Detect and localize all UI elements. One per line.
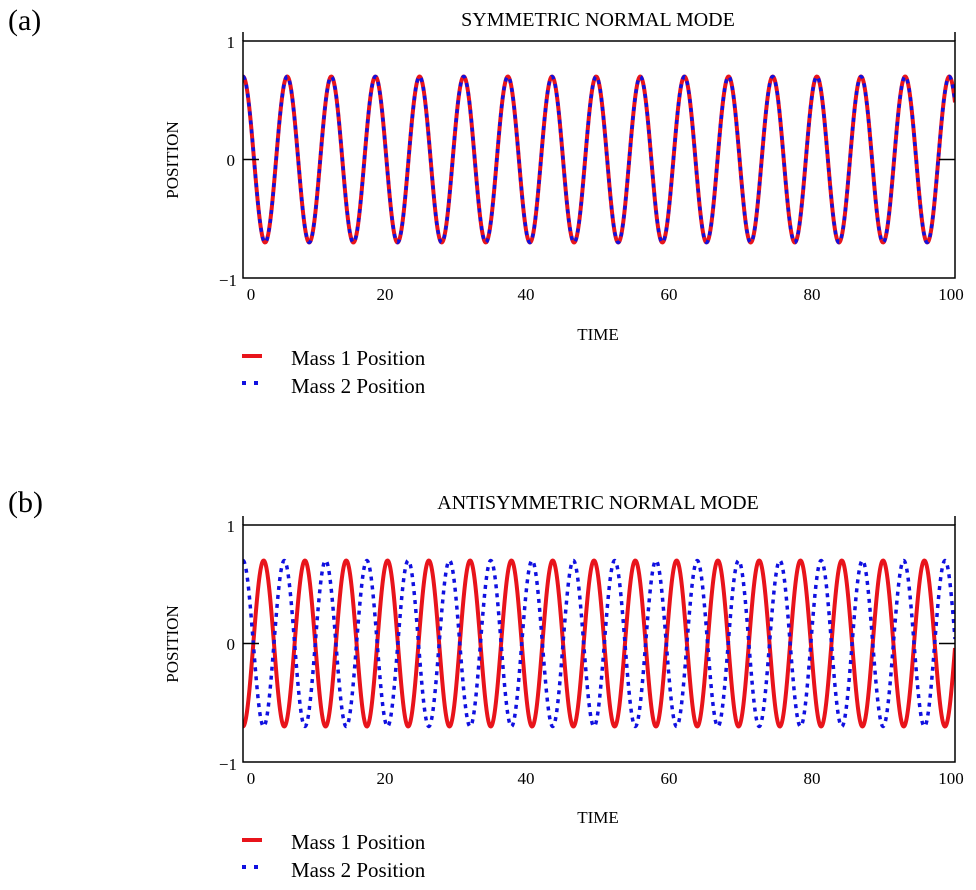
x-tick-label: 60 [661, 769, 678, 788]
panel-b: (b) ANTISYMMETRIC NORMAL MODE POSITION 1… [8, 486, 964, 882]
x-tick-label: 40 [518, 769, 535, 788]
x-axis-label-a: TIME [577, 325, 619, 344]
y-tick-label: 1 [227, 517, 236, 536]
x-tick-label: 40 [518, 285, 535, 304]
y-axis-label-a: POSITION [163, 121, 182, 198]
series-line-mass1-b [243, 558, 955, 729]
panel-label-b: (b) [8, 486, 43, 519]
legend-a: Mass 1 Position Mass 2 Position [242, 346, 426, 398]
y-tick-label: 0 [227, 635, 236, 654]
x-tick-label: 20 [377, 285, 394, 304]
y-tick-label: −1 [219, 271, 237, 290]
x-axis-label-b: TIME [577, 808, 619, 827]
y-tick-label: 1 [227, 33, 236, 52]
x-tick-label: 80 [804, 769, 821, 788]
legend-label-mass1-b: Mass 1 Position [291, 830, 426, 854]
x-tick-label: 0 [247, 769, 256, 788]
y-axis-label-b: POSITION [163, 605, 182, 682]
chart-title-a: SYMMETRIC NORMAL MODE [461, 9, 735, 31]
plot-area-b [242, 516, 956, 763]
chart-title-b: ANTISYMMETRIC NORMAL MODE [437, 492, 758, 514]
plot-area-a [242, 32, 956, 279]
series-line-mass2-b [243, 558, 955, 729]
y-tick-label: 0 [227, 151, 236, 170]
series-line-mass1-a [243, 74, 955, 245]
y-tick-label: −1 [219, 755, 237, 774]
legend-label-mass2-b: Mass 2 Position [291, 858, 426, 882]
x-tick-labels-a: 0 20 40 60 80 100 [247, 285, 964, 304]
legend-label-mass2-a: Mass 2 Position [291, 374, 426, 398]
x-tick-label: 20 [377, 769, 394, 788]
legend-b: Mass 1 Position Mass 2 Position [242, 830, 426, 882]
x-tick-labels-b: 0 20 40 60 80 100 [247, 769, 964, 788]
panel-a: (a) SYMMETRIC NORMAL MODE POSITION 1 0 −… [8, 4, 964, 398]
panel-label-a: (a) [8, 4, 41, 37]
plot-frame-b [242, 524, 956, 763]
x-tick-label: 100 [938, 769, 964, 788]
legend-label-mass1-a: Mass 1 Position [291, 346, 426, 370]
x-tick-label: 0 [247, 285, 256, 304]
y-tick-labels-b: 1 0 −1 [219, 517, 237, 774]
series-line-mass2-a [243, 74, 955, 245]
x-tick-label: 60 [661, 285, 678, 304]
x-tick-label: 100 [938, 285, 964, 304]
y-tick-labels-a: 1 0 −1 [219, 33, 237, 290]
x-tick-label: 80 [804, 285, 821, 304]
